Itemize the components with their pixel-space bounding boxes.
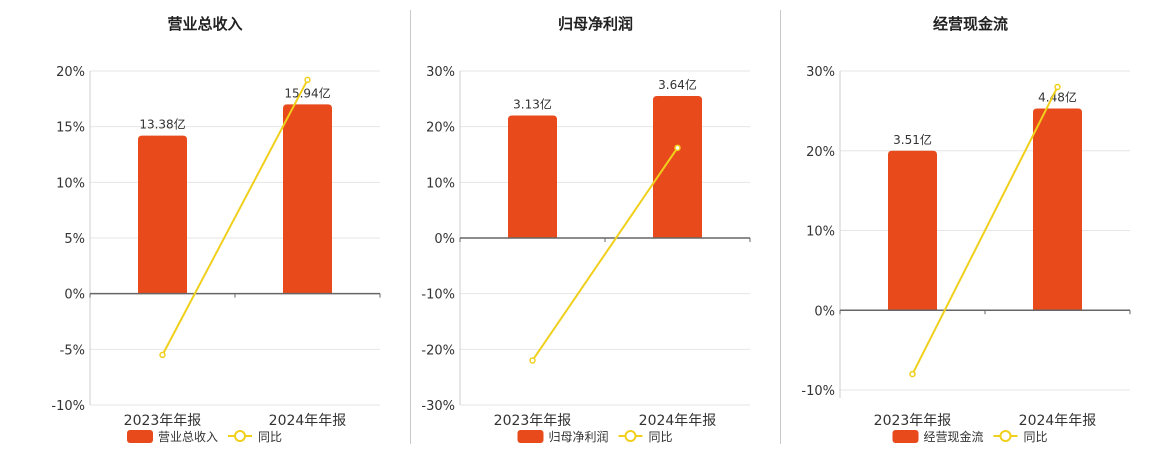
y-tick-label: 20% — [56, 65, 85, 80]
legend-bar-swatch — [127, 430, 153, 443]
legend-bar-label: 归母净利润 — [549, 430, 609, 444]
bar — [508, 115, 557, 238]
yoy-point — [909, 370, 916, 378]
y-tick-label: 10% — [56, 176, 85, 191]
yoy-line — [531, 147, 679, 362]
chart-title: 经营现金流 — [933, 15, 1008, 33]
y-tick-label: 0% — [434, 232, 455, 247]
legend-bar-swatch — [892, 430, 919, 443]
yoy-point — [304, 76, 311, 84]
yoy-point — [1054, 83, 1061, 91]
bar — [653, 96, 702, 238]
y-tick-label: 15% — [56, 121, 85, 136]
chart-title: 归母净利润 — [558, 15, 633, 33]
y-tick-label: -10% — [421, 288, 455, 303]
legend-line-label: 同比 — [649, 430, 673, 444]
x-tick-label: 2024年年报 — [1019, 413, 1097, 429]
y-tick-label: -10% — [801, 384, 835, 399]
x-tick-label: 2023年年报 — [874, 413, 952, 429]
x-tick-label: 2024年年报 — [269, 413, 347, 429]
legend-bar-label: 营业总收入 — [158, 430, 218, 444]
y-tick-label: -20% — [421, 343, 455, 358]
y-tick-label: 5% — [64, 232, 85, 247]
bar — [1033, 108, 1082, 311]
y-tick-label: -30% — [421, 399, 455, 414]
y-tick-label: 0% — [64, 288, 85, 303]
legend-bar-swatch — [517, 430, 544, 443]
legend-bar-label: 经营现金流 — [924, 429, 984, 444]
x-tick-label: 2023年年报 — [494, 413, 572, 429]
bar-value-label: 15.94亿 — [284, 85, 330, 100]
bar-value-label: 3.64亿 — [658, 77, 697, 92]
y-tick-label: 20% — [806, 145, 835, 160]
chart-2: 归母净利润 -30% -20% -10% 0% 10% 20% 30% 3.13亿 3.64亿 20… — [421, 15, 751, 444]
bar — [283, 104, 332, 294]
legend-line-marker — [234, 430, 246, 442]
y-tick-label: 10% — [806, 225, 835, 240]
bar-value-label: 4.48亿 — [1038, 89, 1077, 104]
y-tick-label: 30% — [806, 65, 835, 80]
chart-1: 营业总收入 -10% -5% 0% 5% 10% 15% 20% 13.38亿 15.94亿 202… — [51, 15, 381, 444]
yoy-line — [161, 79, 309, 356]
legend-line-label: 同比 — [1024, 430, 1048, 444]
chart-3: 经营现金流 -10% 0% 10% 20% 30% 3.51亿 4.48亿 2023年年报 202… — [801, 15, 1131, 444]
x-tick-label: 2024年年报 — [639, 413, 717, 429]
x-tick-label: 2023年年报 — [124, 413, 202, 429]
yoy-line — [911, 86, 1059, 375]
y-tick-label: 10% — [426, 176, 455, 191]
panel-divider — [410, 10, 411, 444]
legend-line-label: 同比 — [258, 430, 282, 444]
legend-line-marker — [624, 430, 637, 442]
yoy-point — [159, 351, 166, 359]
bar-value-label: 3.51亿 — [893, 132, 932, 147]
y-tick-label: -5% — [60, 343, 85, 358]
bar — [888, 150, 937, 311]
chart-title: 营业总收入 — [167, 15, 242, 33]
yoy-point — [674, 144, 681, 152]
legend-line-marker — [999, 430, 1012, 442]
panel-divider — [780, 10, 781, 444]
y-tick-label: -10% — [51, 399, 85, 414]
bar — [138, 135, 187, 294]
y-tick-label: 30% — [426, 65, 455, 80]
bar-value-label: 3.13亿 — [513, 97, 552, 112]
y-tick-label: 0% — [814, 304, 835, 319]
bar-value-label: 13.38亿 — [139, 117, 185, 132]
yoy-point — [529, 357, 536, 364]
y-tick-label: 20% — [426, 121, 455, 136]
